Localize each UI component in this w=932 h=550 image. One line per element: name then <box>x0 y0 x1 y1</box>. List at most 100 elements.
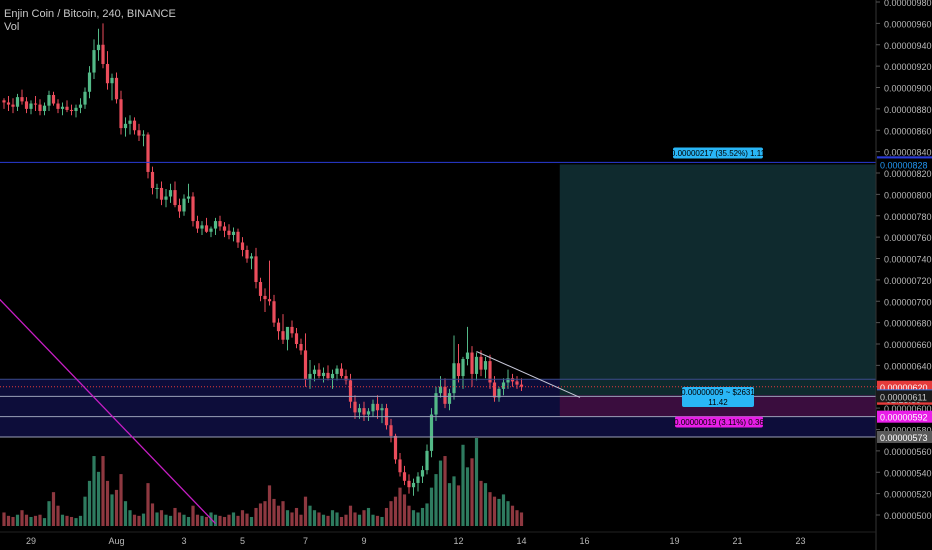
candle-body <box>416 476 420 483</box>
candle-body <box>38 104 42 112</box>
candle-body <box>110 77 114 84</box>
volume-bar <box>389 501 393 526</box>
volume-bar <box>335 512 339 526</box>
symbol-title[interactable]: Enjin Coin / Bitcoin, 240, BINANCE <box>4 8 176 20</box>
volume-bar <box>258 503 263 526</box>
volume-bar <box>272 498 276 526</box>
volume-bar <box>353 512 357 526</box>
volume-bar <box>87 480 92 526</box>
time-tick-label: 21 <box>732 536 742 546</box>
price-tick-label: 0.00000680 <box>884 319 932 329</box>
price-tick-label: 0.00000500 <box>884 511 932 521</box>
candle-body <box>308 373 312 380</box>
candle-body <box>101 44 105 64</box>
time-tick-label: 23 <box>795 536 805 546</box>
time-tick-label: 7 <box>303 536 308 546</box>
volume-bar <box>519 512 524 526</box>
price-tick-label: 0.00000740 <box>884 255 932 265</box>
candle-body <box>150 171 155 188</box>
candle-body <box>155 187 159 189</box>
candle-body <box>438 386 443 394</box>
candle-body <box>209 228 213 232</box>
candle-body <box>227 230 231 235</box>
volume-bar <box>92 456 96 526</box>
volume-bar <box>227 514 231 526</box>
volume-bar <box>200 515 204 526</box>
candle-body <box>434 393 438 415</box>
price-tick-label: 0.00000560 <box>884 447 932 457</box>
volume-bar <box>510 505 515 526</box>
volume-bar <box>168 515 173 526</box>
volume-bar <box>146 483 150 526</box>
price-tick-label: 0.00000980 <box>884 0 932 8</box>
volume-bar <box>173 507 177 526</box>
volume-bar <box>483 483 488 526</box>
volume-bar <box>191 505 195 526</box>
candle-body <box>213 221 218 229</box>
time-tick-label: 14 <box>516 536 526 546</box>
candle-body <box>267 299 272 302</box>
volume-bar <box>402 494 407 526</box>
price-candles <box>2 23 524 496</box>
candle-body <box>78 104 83 108</box>
candle-body <box>398 459 402 473</box>
position-info-text: 0.00000009 ~ $2631 <box>681 388 755 397</box>
volume-bar <box>452 476 456 526</box>
candle-body <box>240 242 245 250</box>
candle-body <box>515 381 519 385</box>
volume-bar <box>96 471 101 526</box>
volume-bar <box>366 507 371 526</box>
candle-body <box>146 134 150 172</box>
volume-bar <box>461 444 465 526</box>
candle-body <box>87 72 92 92</box>
candle-body <box>465 352 470 359</box>
volume-bar <box>429 487 434 526</box>
candle-body <box>24 101 29 109</box>
price-tick-label: 0.00000700 <box>884 297 932 307</box>
volume-bar <box>236 515 240 526</box>
time-tick-label: Aug <box>108 536 124 546</box>
candle-body <box>393 435 398 460</box>
volume-bar <box>407 505 411 526</box>
candle-body <box>177 205 182 212</box>
volume-bar <box>488 492 492 526</box>
candle-body <box>371 403 375 412</box>
long-target-info-bg <box>673 147 763 159</box>
volume-bar <box>276 505 281 526</box>
volume-bar <box>218 515 222 526</box>
volume-bar <box>123 501 128 526</box>
candle-body <box>470 352 474 374</box>
candle-body <box>335 368 339 374</box>
volume-bar <box>434 474 438 526</box>
candle-body <box>258 282 263 296</box>
volume-bar <box>425 503 429 526</box>
candle-body <box>362 408 366 415</box>
candle-body <box>83 91 87 105</box>
candle-body <box>245 249 249 259</box>
target-price-tag-bg <box>877 158 932 171</box>
volume-bar <box>317 512 321 526</box>
volume-bar <box>294 507 299 526</box>
candle-body <box>33 103 38 105</box>
volume-bar <box>254 507 258 526</box>
volume-bar <box>38 514 42 526</box>
candle-body <box>132 120 137 131</box>
candle-body <box>141 134 146 136</box>
volume-bar <box>204 516 209 526</box>
candle-body <box>339 368 344 377</box>
price-axis[interactable]: 0.00000500 0.00000520 0.00000540 0.00000560… <box>875 0 932 550</box>
candle-body <box>249 256 254 259</box>
long-target-info-text: 0.00000217 (35.52%) 1.11 <box>671 149 766 158</box>
candle-body <box>105 63 110 84</box>
volume-bar <box>11 516 15 526</box>
candle-body <box>411 482 416 488</box>
volume-bar <box>506 501 510 526</box>
volume-bar <box>74 518 78 526</box>
time-axis[interactable]: 29 Aug 3 5 7 9 12 14 16 19 21 23 <box>0 531 876 546</box>
volume-bar <box>371 514 375 526</box>
support-price-tag: 0.00000573 <box>880 433 928 443</box>
candle-body <box>425 450 429 471</box>
price-tick-label: 0.00000600 <box>884 404 932 414</box>
volume-bar <box>362 510 366 526</box>
